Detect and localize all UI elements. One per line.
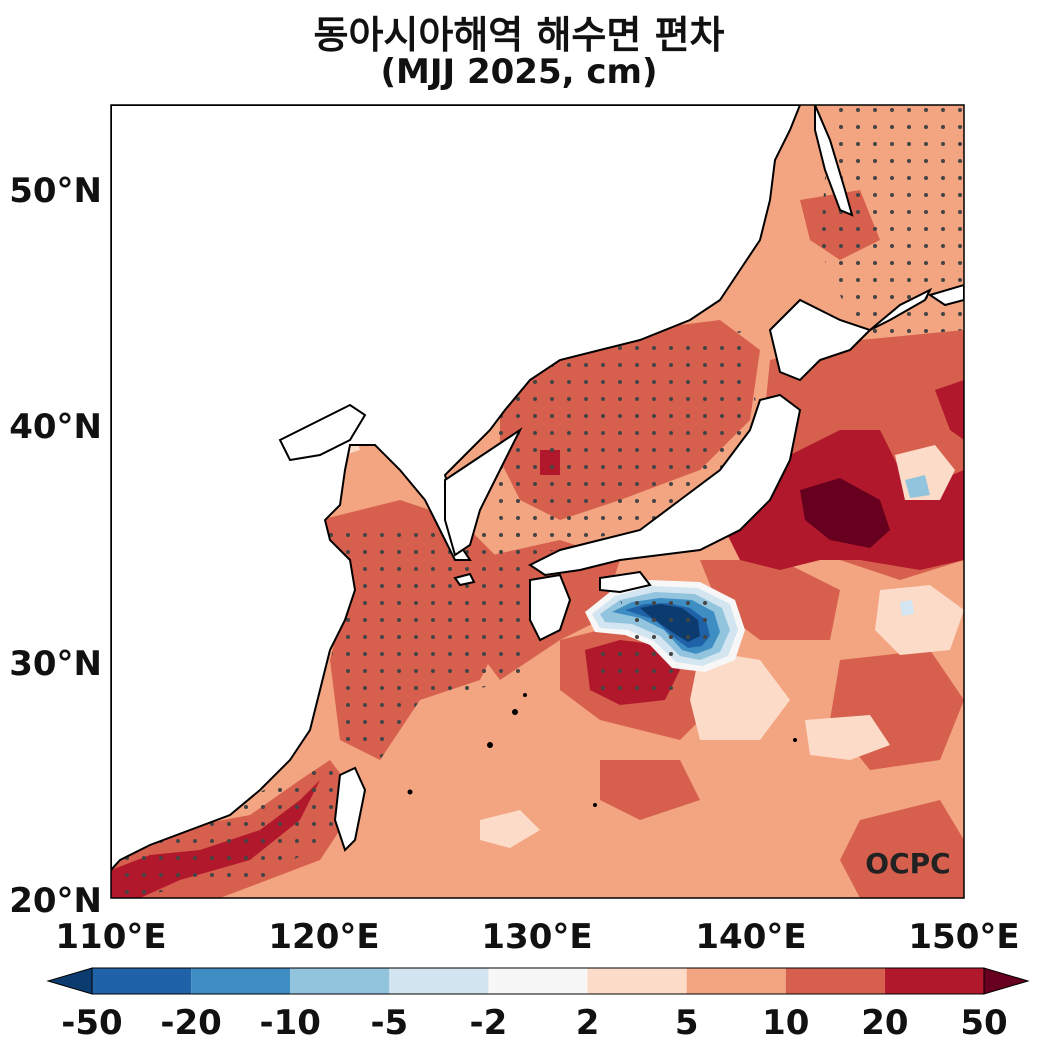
latitude-axis: 50°N 40°N 30°N 20°N xyxy=(9,171,102,921)
lat-tick-40: 40°N xyxy=(9,407,102,447)
lat-tick-30: 30°N xyxy=(9,644,102,684)
page-subtitle: (MJJ 2025, cm) xyxy=(380,52,658,92)
lon-tick-110: 110°E xyxy=(55,917,166,957)
page-title: 동아시아해역 해수면 편차 xyxy=(313,13,725,57)
colorbar-tick-label: -5 xyxy=(370,1003,408,1043)
colorbar-tick-label: -20 xyxy=(160,1003,221,1043)
colorbar-tick-label: -2 xyxy=(470,1003,508,1043)
lon-tick-120: 120°E xyxy=(268,917,379,957)
colorbar-extend-low xyxy=(46,967,93,995)
colorbar-segment xyxy=(884,968,984,994)
lon-tick-130: 130°E xyxy=(481,917,592,957)
map-frame xyxy=(110,104,965,899)
colorbar-segment xyxy=(191,968,291,994)
colorbar: -50 -20 -10 -5 -2 2 5 10 20 50 xyxy=(46,967,1030,1043)
colorbar-segment xyxy=(785,968,885,994)
colorbar-segment xyxy=(488,968,588,994)
colorbar-tick-label: 5 xyxy=(675,1003,699,1043)
colorbar-extend-high xyxy=(983,967,1030,995)
sea-level-anomaly-field xyxy=(111,105,964,898)
longitude-axis: 110°E 120°E 130°E 140°E 150°E xyxy=(55,917,1019,957)
colorbar-segment xyxy=(92,968,192,994)
colorbar-segment xyxy=(686,968,786,994)
colorbar-segment xyxy=(389,968,489,994)
colorbar-tick-label: 2 xyxy=(576,1003,600,1043)
colorbar-tick-label: -10 xyxy=(260,1003,321,1043)
ocpc-logo: OCPC xyxy=(865,847,950,880)
lon-tick-140: 140°E xyxy=(695,917,806,957)
lon-tick-150: 150°E xyxy=(908,917,1019,957)
colorbar-tick-label: 50 xyxy=(960,1003,1007,1043)
colorbar-border xyxy=(91,967,985,995)
colorbar-tick-label: -50 xyxy=(61,1003,122,1043)
colorbar-segment xyxy=(290,968,390,994)
colorbar-tick-label: 20 xyxy=(861,1003,908,1043)
colorbar-segment xyxy=(587,968,687,994)
lat-tick-50: 50°N xyxy=(9,171,102,211)
colorbar-tick-label: 10 xyxy=(762,1003,809,1043)
lat-tick-20: 20°N xyxy=(9,881,102,921)
small-islands xyxy=(407,693,797,807)
land-masses xyxy=(111,105,964,872)
